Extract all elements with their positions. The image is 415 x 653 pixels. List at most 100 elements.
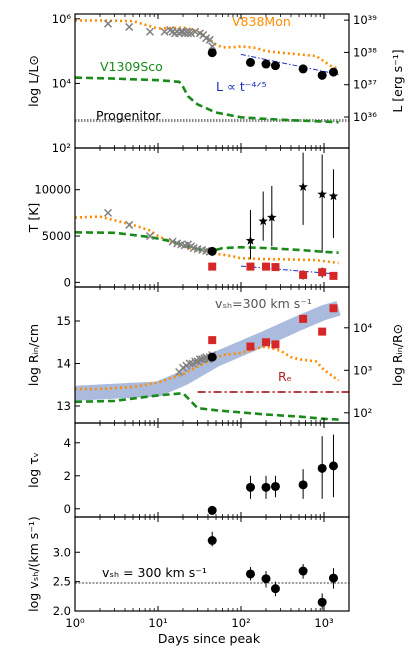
y-tick-label: 4 <box>64 436 71 450</box>
black-star-marker <box>245 235 256 245</box>
red-square-marker <box>261 338 270 347</box>
v838mon-annotation: V838Mon <box>232 14 291 29</box>
panel-radius: vₛₕ=300 km s⁻¹ Rₑ 13 14 15 10² 10³ 10⁴ log Rᵢₙ/c… <box>26 286 405 424</box>
y-tick-label: 2 <box>64 469 71 483</box>
y-tick-label: 10² <box>52 141 71 155</box>
y2-axis-label: log Rᵢₙ/R⊙ <box>390 324 405 386</box>
black-star-marker <box>317 189 327 199</box>
red-square-marker <box>208 262 217 271</box>
red-square-marker <box>329 304 338 313</box>
plot-area <box>75 19 349 124</box>
black-circle-marker <box>207 246 217 256</box>
panel-luminosity: V838Mon V1309Sco L ∝ t⁻⁴ᐟ⁵ Progenitor 10² 10⁴… <box>26 12 405 155</box>
red-square-marker <box>299 270 308 279</box>
plot-panels: V838Mon V1309Sco L ∝ t⁻⁴ᐟ⁵ Progenitor 10² 10⁴… <box>26 12 405 630</box>
v1309sco-curve <box>75 391 339 421</box>
y2-tick-label: 10³⁸ <box>353 45 377 59</box>
grey-cross-marker <box>145 27 154 36</box>
y2-tick-label: 10³⁷ <box>353 78 377 92</box>
grey-cross-marker <box>208 42 217 51</box>
black-circle-marker <box>298 64 308 74</box>
grey-cross-marker <box>191 357 200 366</box>
panel-frame <box>74 516 350 612</box>
black-star-marker <box>328 191 339 201</box>
grey-cross-marker <box>191 27 200 36</box>
y-tick-label: 5000 <box>42 229 71 243</box>
black-circle-marker <box>317 597 327 607</box>
y-tick-label: 2.5 <box>53 575 71 589</box>
red-square-marker <box>318 268 327 277</box>
black-circle-marker <box>261 574 271 584</box>
v1309sco-annotation: V1309Sco <box>100 59 163 74</box>
reference-annotation: vₛₕ = 300 km s⁻¹ <box>102 565 207 580</box>
x-tick-label: 10⁰ <box>65 616 85 630</box>
x-tick-label: 10³ <box>314 616 334 630</box>
v1309sco-curve <box>75 76 339 124</box>
panel-frame <box>74 422 350 518</box>
y-tick-label: 10⁶ <box>52 12 72 26</box>
powerlaw-fit-line <box>240 53 339 75</box>
red-square-marker <box>299 314 308 323</box>
plot-area <box>207 434 338 515</box>
black-circle-marker <box>207 505 217 515</box>
y-tick-label: 10000 <box>34 183 71 197</box>
black-circle-marker <box>328 573 338 583</box>
red-square-marker <box>271 340 280 349</box>
black-circle-marker <box>317 70 327 80</box>
plot-area <box>75 152 339 280</box>
x-tick-label: 10² <box>231 616 250 630</box>
plot-area <box>75 301 349 421</box>
plot-area <box>75 531 349 610</box>
red-square-marker <box>261 262 270 271</box>
v838mon-curve <box>75 345 340 391</box>
grey-cross-marker <box>185 359 194 368</box>
black-circle-marker <box>261 59 271 69</box>
black-circle-marker <box>245 57 255 67</box>
black-star-marker <box>258 216 268 226</box>
panel-frame <box>74 13 350 149</box>
black-star-marker <box>267 212 277 222</box>
black-circle-marker <box>328 461 338 471</box>
grey-cross-marker <box>168 237 177 246</box>
v838mon-curve <box>75 215 339 265</box>
black-circle-marker <box>270 584 280 594</box>
black-circle-marker <box>245 482 255 492</box>
y-axis-label: log Rᵢₙ/cm <box>26 324 41 386</box>
velocity-band <box>75 301 341 401</box>
black-circle-marker <box>270 481 280 491</box>
y-tick-label: 14 <box>56 357 71 371</box>
y-tick-label: 3.0 <box>53 545 71 559</box>
y2-tick-label: 10³ <box>353 363 373 377</box>
black-circle-marker <box>298 480 308 490</box>
grey-cross-marker <box>145 232 154 241</box>
y2-tick-label: 10² <box>353 406 372 420</box>
y-tick-label: 13 <box>56 399 71 413</box>
y-axis-label: T [K] <box>26 203 41 234</box>
y-axis-label: log vₛₕ/(km s⁻¹) <box>26 516 41 612</box>
black-star-marker <box>298 181 308 191</box>
y-axis-label: log τᵥ <box>26 452 41 488</box>
red-square-marker <box>246 342 255 351</box>
black-circle-marker <box>328 67 338 77</box>
red-square-marker <box>318 327 327 336</box>
progenitor-annotation: Progenitor <box>96 108 161 123</box>
black-circle-marker <box>207 536 217 545</box>
grey-cross-marker <box>104 208 113 217</box>
y2-tick-label: 10⁴ <box>353 321 373 335</box>
band-annotation: vₛₕ=300 km s⁻¹ <box>215 296 312 311</box>
grey-cross-marker <box>160 27 169 36</box>
y2-tick-label: 10³⁹ <box>353 13 377 27</box>
v1309sco-curve <box>75 231 339 254</box>
y2-tick-label: 10³⁶ <box>353 110 377 124</box>
grey-cross-marker <box>125 220 134 229</box>
panel-velocity: vₛₕ = 300 km s⁻¹ 2.0 2.5 3.0 log vₛₕ/(km s⁻¹… <box>26 516 350 618</box>
black-circle-marker <box>298 566 308 576</box>
red-square-marker <box>329 271 338 280</box>
red-square-marker <box>271 263 280 272</box>
y-tick-label: 0 <box>64 275 71 289</box>
panel-temperature: 0 5000 10000 T [K] <box>26 147 350 289</box>
grey-cross-marker <box>104 19 113 28</box>
black-circle-marker <box>261 482 271 492</box>
black-circle-marker <box>207 352 217 362</box>
